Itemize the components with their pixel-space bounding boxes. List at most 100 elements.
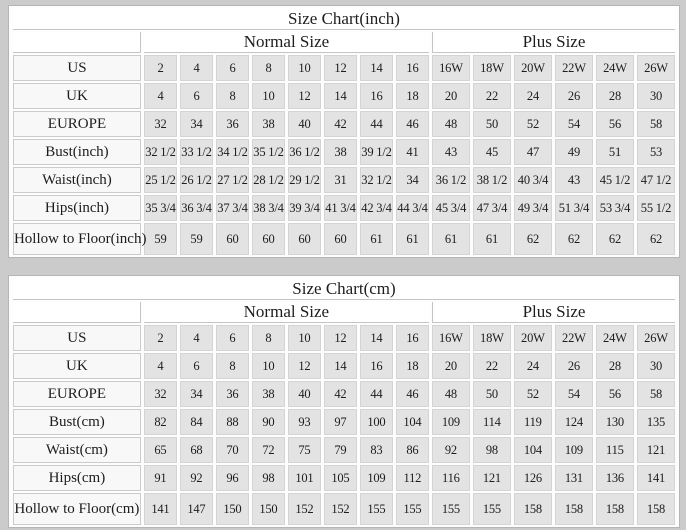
group-header-normal-size: Normal Size xyxy=(143,32,429,53)
size-cell: 104 xyxy=(513,437,552,463)
size-cell: 30 xyxy=(636,83,676,109)
row-label: Hollow to Floor(cm) xyxy=(12,493,141,525)
size-cell: 42 3/4 xyxy=(359,195,393,221)
row-label: Bust(cm) xyxy=(12,409,141,435)
size-cell: 8 xyxy=(251,55,285,81)
table-row: EUROPE 32 34 36 38 40 42 44 46 48 50 52 54 56 58 xyxy=(12,111,676,137)
size-cell: 14 xyxy=(323,353,357,379)
size-cell: 50 xyxy=(472,381,511,407)
size-cell: 12 xyxy=(287,353,321,379)
size-cell: 28 xyxy=(595,83,634,109)
size-cell: 100 xyxy=(359,409,393,435)
size-cell: 6 xyxy=(179,353,213,379)
size-cell: 26W xyxy=(636,325,676,351)
size-chart-inch-table: Size Chart(inch) Normal Size Plus Size US 2 4… xyxy=(8,5,680,258)
size-table: Size Chart(inch) Normal Size Plus Size US 2 4… xyxy=(10,6,678,257)
size-cell: 51 3/4 xyxy=(554,195,593,221)
table-row: EUROPE 32 34 36 38 40 42 44 46 48 50 52 54 56 58 xyxy=(12,381,676,407)
size-cell: 55 1/2 xyxy=(636,195,676,221)
corner-cell xyxy=(12,32,141,53)
size-cell: 32 1/2 xyxy=(359,167,393,193)
size-cell: 38 xyxy=(323,139,357,165)
size-cell: 60 xyxy=(323,223,357,255)
size-cell: 8 xyxy=(251,325,285,351)
table-row: Hollow to Floor(inch) 59 59 60 60 60 60 61 61 61 6… xyxy=(12,223,676,255)
size-cell: 20W xyxy=(513,325,552,351)
size-cell: 36 3/4 xyxy=(179,195,213,221)
size-cell: 6 xyxy=(215,55,249,81)
size-cell: 152 xyxy=(287,493,321,525)
size-cell: 61 xyxy=(472,223,511,255)
size-cell: 54 xyxy=(554,381,593,407)
size-cell: 6 xyxy=(179,83,213,109)
size-cell: 52 xyxy=(513,381,552,407)
size-cell: 37 3/4 xyxy=(215,195,249,221)
size-cell: 8 xyxy=(215,353,249,379)
row-label: EUROPE xyxy=(12,381,141,407)
size-cell: 98 xyxy=(251,465,285,491)
size-cell: 35 3/4 xyxy=(143,195,177,221)
size-cell: 135 xyxy=(636,409,676,435)
size-cell: 152 xyxy=(323,493,357,525)
size-cell: 53 3/4 xyxy=(595,195,634,221)
size-cell: 22W xyxy=(554,55,593,81)
size-cell: 59 xyxy=(143,223,177,255)
size-cell: 98 xyxy=(472,437,511,463)
size-cell: 65 xyxy=(143,437,177,463)
size-cell: 115 xyxy=(595,437,634,463)
group-header-row: Normal Size Plus Size xyxy=(12,32,676,53)
table-row: US 2 4 6 8 10 12 14 16 16W 18W 20W 22W 24W 26W xyxy=(12,325,676,351)
size-cell: 53 xyxy=(636,139,676,165)
size-cell: 42 xyxy=(323,381,357,407)
size-cell: 56 xyxy=(595,381,634,407)
size-cell: 141 xyxy=(636,465,676,491)
size-cell: 41 3/4 xyxy=(323,195,357,221)
size-cell: 26 xyxy=(554,83,593,109)
size-cell: 10 xyxy=(251,83,285,109)
size-cell: 45 3/4 xyxy=(431,195,470,221)
size-cell: 20W xyxy=(513,55,552,81)
size-cell: 22W xyxy=(554,325,593,351)
size-cell: 34 xyxy=(179,111,213,137)
table-row: Hips(cm) 91 92 96 98 101 105 109 112 116 121 126 131… xyxy=(12,465,676,491)
size-cell: 158 xyxy=(636,493,676,525)
row-label: US xyxy=(12,55,141,81)
table-row: Hips(inch) 35 3/4 36 3/4 37 3/4 38 3/4 39 3/4… xyxy=(12,195,676,221)
size-cell: 2 xyxy=(143,55,177,81)
size-cell: 4 xyxy=(179,55,213,81)
size-cell: 60 xyxy=(287,223,321,255)
size-cell: 44 xyxy=(359,111,393,137)
size-cell: 14 xyxy=(323,83,357,109)
size-cell: 136 xyxy=(595,465,634,491)
size-cell: 88 xyxy=(215,409,249,435)
size-cell: 24W xyxy=(595,325,634,351)
size-cell: 60 xyxy=(215,223,249,255)
size-cell: 34 xyxy=(395,167,429,193)
size-cell: 109 xyxy=(554,437,593,463)
size-cell: 45 1/2 xyxy=(595,167,634,193)
size-cell: 158 xyxy=(554,493,593,525)
size-cell: 60 xyxy=(251,223,285,255)
size-cell: 61 xyxy=(395,223,429,255)
size-chart-cm-table: Size Chart(cm) Normal Size Plus Size US 2 4 6 8… xyxy=(8,275,680,528)
size-cell: 8 xyxy=(215,83,249,109)
size-cell: 41 xyxy=(395,139,429,165)
row-label: UK xyxy=(12,353,141,379)
row-label: Hips(cm) xyxy=(12,465,141,491)
size-cell: 52 xyxy=(513,111,552,137)
size-cell: 121 xyxy=(636,437,676,463)
size-cell: 34 xyxy=(179,381,213,407)
group-header-row: Normal Size Plus Size xyxy=(12,302,676,323)
size-cell: 114 xyxy=(472,409,511,435)
size-cell: 24 xyxy=(513,353,552,379)
size-cell: 116 xyxy=(431,465,470,491)
size-cell: 28 1/2 xyxy=(251,167,285,193)
size-cell: 82 xyxy=(143,409,177,435)
size-cell: 155 xyxy=(359,493,393,525)
size-cell: 105 xyxy=(323,465,357,491)
title-row: Size Chart(cm) xyxy=(12,278,676,300)
table-row: Bust(inch) 32 1/2 33 1/2 34 1/2 35 1/2 36 1/2… xyxy=(12,139,676,165)
size-cell: 141 xyxy=(143,493,177,525)
size-cell: 31 xyxy=(323,167,357,193)
size-cell: 2 xyxy=(143,325,177,351)
